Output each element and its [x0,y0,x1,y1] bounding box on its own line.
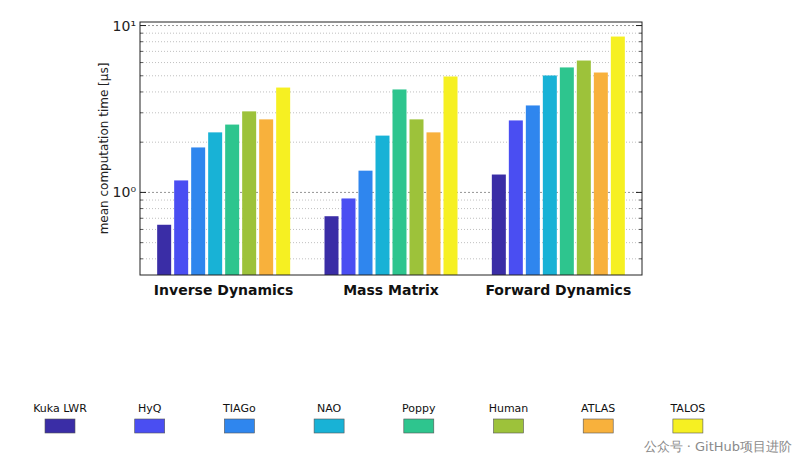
bar [276,88,290,275]
bar [509,120,523,275]
legend-label: TIAGo [222,402,256,415]
bar [410,119,424,275]
legend-label: NAO [317,402,342,415]
legend-swatch [314,419,344,433]
bar [359,171,373,275]
category-label: Inverse Dynamics [154,282,294,298]
bar [611,37,625,275]
legend-swatch [583,419,613,433]
category-label: Mass Matrix [343,282,439,298]
legend-label: Human [489,402,529,415]
legend-swatch [404,419,434,433]
minor-grid [140,51,642,52]
legend-swatch [45,419,75,433]
bar [444,77,458,275]
bar [577,61,591,275]
watermark: 公众号 · GitHub项目进阶 [644,439,792,454]
legend-swatch [673,419,703,433]
y-axis-title: mean computation time [μs] [97,63,111,235]
bar [427,132,441,275]
tick [140,25,146,26]
plot-area [140,22,642,275]
legend-swatch [135,419,165,433]
bar [543,75,557,275]
legend-label: Poppy [402,402,436,415]
bar [560,67,574,275]
bar [242,111,256,275]
bar [526,105,540,275]
bar [594,73,608,275]
bar [157,225,171,275]
bar [342,198,356,275]
category-label: Forward Dynamics [485,282,631,298]
legend-label: Kuka LWR [33,402,87,415]
minor-grid [140,41,642,42]
legend-label: HyQ [138,402,162,415]
bar [225,125,239,275]
tick [636,192,642,193]
minor-grid [140,62,642,63]
bar [191,147,205,275]
bar [325,216,339,275]
legend-swatch [494,419,524,433]
tick-label: 10¹ [113,18,136,34]
minor-grid [140,33,642,34]
tick-label: 10⁰ [113,184,137,200]
frame [140,22,642,275]
bar [174,180,188,275]
bar [492,175,506,275]
legend-label: ATLAS [581,402,615,415]
tick [140,192,146,193]
grid-line [140,25,642,26]
bar [259,119,273,275]
bar [393,89,407,275]
legend-label: TALOS [670,402,706,415]
bar [208,132,222,275]
tick [636,25,642,26]
legend-swatch [224,419,254,433]
bar [376,136,390,275]
bars [157,37,625,275]
